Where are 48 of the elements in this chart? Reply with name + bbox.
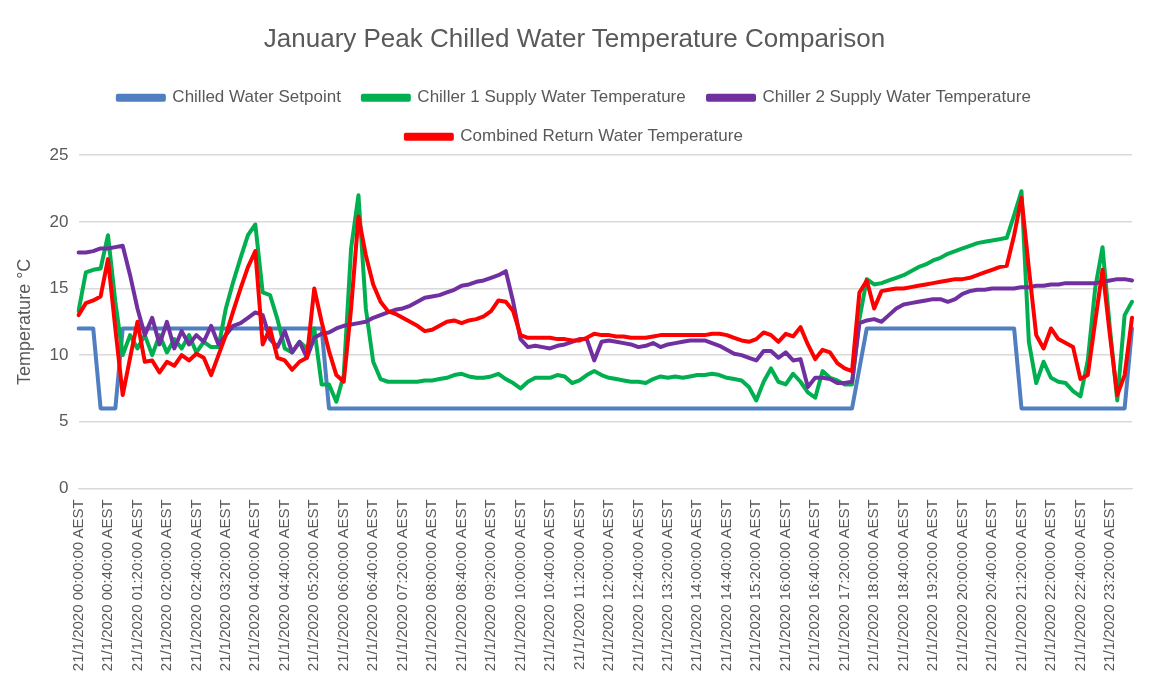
x-tick-label: 21/1/2020 06:00:00 AEST: [333, 499, 351, 672]
x-tick-label: 21/1/2020 14:40:00 AEST: [716, 499, 734, 672]
x-tick-label: 21/1/2020 13:20:00 AEST: [658, 499, 676, 672]
y-tick-label: 15: [49, 278, 69, 298]
y-tick-label: 10: [49, 344, 69, 364]
x-tick-label: 21/1/2020 15:20:00 AEST: [746, 499, 764, 672]
x-tick-label: 21/1/2020 08:00:00 AEST: [422, 499, 440, 672]
legend-label: Chiller 1 Supply Water Temperature: [417, 87, 686, 107]
x-tick-label: 21/1/2020 02:40:00 AEST: [186, 499, 204, 672]
y-tick-label: 5: [59, 411, 69, 431]
chart-title: January Peak Chilled Water Temperature Comparison: [263, 22, 886, 53]
x-tick-label: 21/1/2020 09:20:00 AEST: [481, 499, 499, 672]
y-tick-label: 0: [59, 478, 69, 498]
x-tick-label: 21/1/2020 22:40:00 AEST: [1070, 499, 1088, 672]
legend-label: Combined Return Water Temperature: [460, 126, 743, 146]
x-tick-label: 21/1/2020 18:00:00 AEST: [864, 499, 882, 672]
legend-label: Chilled Water Setpoint: [172, 87, 342, 107]
x-tick-label: 21/1/2020 00:00:00 AEST: [68, 499, 86, 672]
x-tick-label: 21/1/2020 04:40:00 AEST: [274, 499, 292, 672]
x-tick-label: 21/1/2020 00:40:00 AEST: [98, 499, 116, 672]
x-tick-label: 21/1/2020 05:20:00 AEST: [304, 499, 322, 672]
x-tick-label: 21/1/2020 21:20:00 AEST: [1011, 499, 1029, 672]
x-tick-label: 21/1/2020 19:20:00 AEST: [923, 499, 941, 672]
x-tick-label: 21/1/2020 16:00:00 AEST: [775, 499, 793, 672]
x-tick-label: 21/1/2020 06:40:00 AEST: [363, 499, 381, 672]
x-tick-label: 21/1/2020 08:40:00 AEST: [451, 499, 469, 672]
x-tick-label: 21/1/2020 07:20:00 AEST: [392, 499, 410, 672]
x-tick-label: 21/1/2020 14:00:00 AEST: [687, 499, 705, 672]
y-tick-label: 20: [49, 211, 69, 231]
y-axis-title: Temperature °C: [13, 258, 34, 385]
x-tick-label: 21/1/2020 12:40:00 AEST: [628, 499, 646, 672]
x-tick-label: 21/1/2020 10:40:00 AEST: [540, 499, 558, 672]
x-tick-label: 21/1/2020 17:20:00 AEST: [834, 499, 852, 672]
y-tick-label: 25: [49, 144, 69, 164]
x-tick-label: 21/1/2020 20:00:00 AEST: [952, 499, 970, 672]
x-tick-label: 21/1/2020 02:00:00 AEST: [157, 499, 175, 672]
x-tick-label: 21/1/2020 01:20:00 AEST: [127, 499, 145, 672]
x-tick-label: 21/1/2020 11:20:00 AEST: [569, 499, 587, 671]
x-tick-label: 21/1/2020 22:00:00 AEST: [1041, 499, 1059, 672]
legend-label: Chiller 2 Supply Water Temperature: [762, 87, 1031, 107]
x-tick-label: 21/1/2020 03:20:00 AEST: [215, 499, 233, 672]
x-tick-label: 21/1/2020 16:40:00 AEST: [805, 499, 823, 672]
x-tick-label: 21/1/2020 18:40:00 AEST: [893, 499, 911, 672]
x-tick-label: 21/1/2020 10:00:00 AEST: [510, 499, 528, 672]
x-tick-label: 21/1/2020 04:00:00 AEST: [245, 499, 263, 672]
x-tick-label: 21/1/2020 12:00:00 AEST: [599, 499, 617, 672]
x-tick-label: 21/1/2020 23:20:00 AEST: [1100, 499, 1118, 672]
x-tick-label: 21/1/2020 20:40:00 AEST: [982, 499, 1000, 672]
